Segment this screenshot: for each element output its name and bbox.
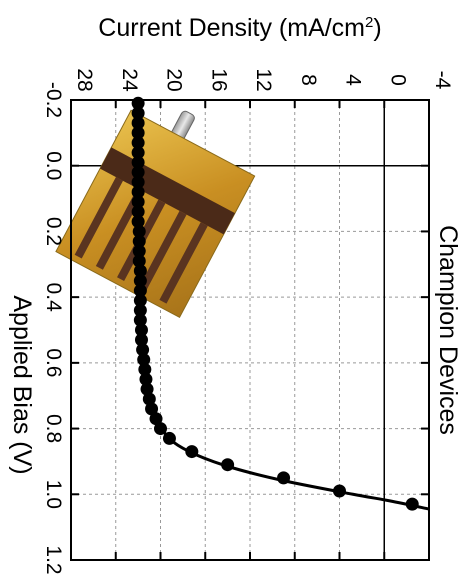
data-point xyxy=(405,497,419,511)
data-point xyxy=(277,471,291,485)
data-point xyxy=(139,372,153,386)
data-point xyxy=(132,254,146,268)
data-point xyxy=(136,343,150,357)
data-point xyxy=(333,484,346,498)
data-point xyxy=(154,422,167,436)
x-tick-label: 1.2 xyxy=(42,545,65,574)
y-tick-label: 12 xyxy=(252,68,275,91)
finger-electrode xyxy=(74,177,124,259)
data-point xyxy=(145,402,159,416)
data-point xyxy=(142,392,156,406)
tick-labels: -0.2 0.0 0.2 0.4 0.6 0.8 1.0 1.2 -4 0 4 8 12 16 20 24 28 xyxy=(42,68,454,574)
y-tick-label: 24 xyxy=(118,68,141,92)
data-point xyxy=(138,362,152,376)
x-tick-label: 0.0 xyxy=(42,151,65,180)
y-tick-label: 28 xyxy=(73,68,96,91)
data-point xyxy=(133,284,147,298)
finger-electrode xyxy=(159,222,208,304)
data-point xyxy=(131,175,145,189)
x-tick-label: -0.2 xyxy=(42,82,65,118)
x-tick-label: 0.2 xyxy=(42,217,65,246)
data-point xyxy=(131,155,145,169)
finger-electrode xyxy=(138,210,187,293)
data-point xyxy=(133,293,147,307)
x-tick-label: 1.0 xyxy=(42,480,65,509)
data-point xyxy=(185,445,199,459)
data-point xyxy=(131,215,145,229)
y-axis-title: Current Density (mA/cm2) xyxy=(98,14,381,42)
y-tick-label: 0 xyxy=(386,74,409,86)
data-point xyxy=(149,412,163,426)
finger-electrode xyxy=(95,188,145,270)
data-point xyxy=(131,195,145,209)
data-point xyxy=(137,353,151,367)
data-point xyxy=(131,165,145,179)
data-point xyxy=(131,205,145,219)
data-point xyxy=(131,126,145,140)
data-point xyxy=(133,264,147,278)
data-point xyxy=(134,333,148,347)
data-point xyxy=(140,382,154,396)
y-tick-label: 4 xyxy=(342,74,365,86)
data-point xyxy=(131,185,145,199)
y-tick-label: -4 xyxy=(431,71,454,90)
data-point xyxy=(131,106,145,120)
x-tick-label: 0.8 xyxy=(42,414,65,443)
device-photo xyxy=(55,109,256,319)
data-point xyxy=(131,136,145,150)
data-point xyxy=(134,323,148,337)
data-point xyxy=(131,146,145,160)
x-axis-title: Applied Bias (V) xyxy=(8,295,36,474)
x-tick-label: 0.6 xyxy=(42,348,65,377)
data-point xyxy=(132,244,146,258)
data-point xyxy=(131,116,145,130)
data-point xyxy=(221,458,235,472)
data-point xyxy=(132,224,146,238)
series-markers xyxy=(131,96,419,511)
data-point xyxy=(132,234,146,248)
x-tick-label: 0.4 xyxy=(42,283,65,313)
data-point xyxy=(162,431,176,445)
plot-border xyxy=(70,99,430,561)
y-tick-label: 16 xyxy=(207,68,230,91)
data-point xyxy=(133,313,147,327)
annotation-label: Champion Devices xyxy=(434,225,462,435)
y-tick-label: 20 xyxy=(163,68,186,91)
data-point xyxy=(133,303,147,317)
data-point xyxy=(133,274,147,288)
y-tick-label: 8 xyxy=(297,74,320,86)
